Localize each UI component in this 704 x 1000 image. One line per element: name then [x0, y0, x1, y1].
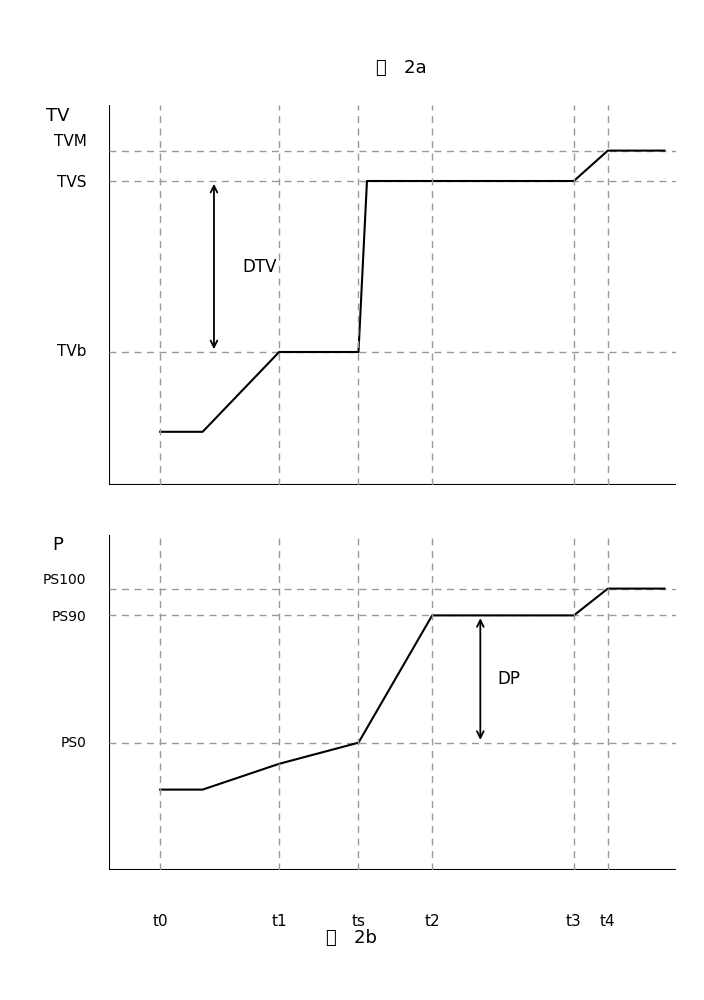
Text: t3: t3 [566, 914, 582, 929]
Text: TVb: TVb [57, 344, 87, 360]
Text: ts: ts [351, 914, 365, 929]
Text: 图   2b: 图 2b [327, 929, 377, 947]
Text: PS90: PS90 [51, 610, 87, 624]
Text: t4: t4 [600, 914, 615, 929]
Text: PS0: PS0 [61, 736, 87, 750]
Text: DTV: DTV [242, 257, 277, 275]
Text: t1: t1 [271, 914, 287, 929]
Text: t2: t2 [425, 914, 440, 929]
Text: TV: TV [46, 107, 70, 125]
Text: P: P [53, 536, 63, 554]
Text: TVM: TVM [54, 134, 87, 149]
Text: DP: DP [497, 670, 520, 688]
Text: TVS: TVS [57, 175, 87, 190]
Text: 图   2a: 图 2a [376, 59, 427, 77]
Text: PS100: PS100 [43, 573, 87, 587]
Text: t0: t0 [152, 914, 168, 929]
